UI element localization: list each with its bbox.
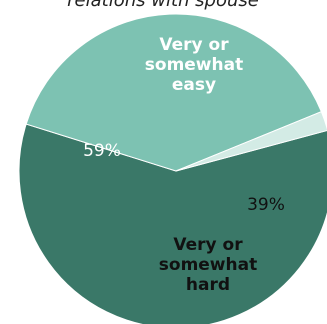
slice-category-label-line: Very or (173, 235, 243, 255)
slice-category-label-line: somewhat (159, 255, 257, 275)
slice-category-label-line: easy (172, 75, 216, 95)
slice-category-label-0: Very or somewhat easy (145, 35, 243, 95)
chart-title: relations with spouse (67, 0, 259, 11)
pie-slice-1 (25, 13, 323, 172)
slice-category-label-1: Very or somewhat hard (159, 235, 257, 295)
slice-value-label-0: 59% (83, 141, 121, 161)
slice-value-label-1: 39% (247, 195, 285, 215)
slice-category-label-line: somewhat (145, 55, 243, 75)
slice-category-label-line: hard (186, 275, 230, 295)
pie-slices (18, 13, 327, 324)
slice-category-label-line: Very or (159, 35, 229, 55)
pie-slice-2 (175, 111, 327, 172)
pie-slice-0 (18, 123, 327, 324)
